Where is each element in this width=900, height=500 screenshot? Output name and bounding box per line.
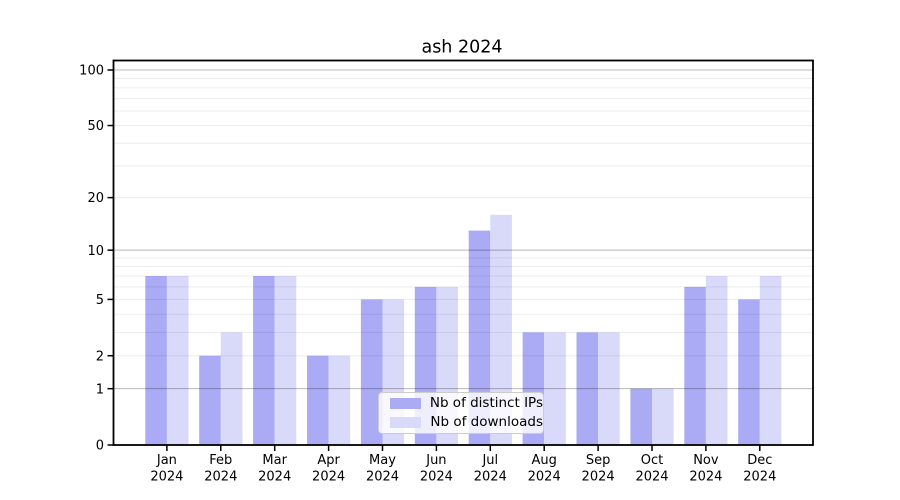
bar-distinct-ips-jul	[468, 230, 491, 445]
legend-swatch-downloads	[390, 417, 422, 428]
plot-border	[112, 59, 814, 446]
x-tick-label-year-nov: 2024	[689, 470, 722, 485]
legend-swatch-distinct-ips	[390, 398, 421, 409]
bar-distinct-ips-mar	[253, 276, 275, 445]
bar-distinct-ips-dec	[738, 299, 760, 445]
x-tick-label-month-mar: Mar	[262, 453, 287, 468]
bar-downloads-dec	[759, 276, 782, 445]
bar-distinct-ips-oct	[630, 388, 652, 445]
legend-item-distinct-ips: Nb of distinct IPs	[390, 395, 543, 411]
bar-distinct-ips-jan	[145, 276, 167, 445]
x-tick-label-year-may: 2024	[366, 470, 399, 485]
bar-distinct-ips-may	[360, 299, 383, 445]
legend-label-distinct-ips: Nb of distinct IPs	[429, 395, 543, 411]
x-tick-label-year-jun: 2024	[420, 470, 453, 485]
y-tick-label-0: 0	[96, 439, 104, 454]
bar-distinct-ips-nov	[684, 286, 706, 445]
x-tick-label-month-aug: Aug	[532, 453, 557, 468]
y-tick-label-50: 50	[87, 119, 104, 134]
x-tick-label-month-feb: Feb	[209, 453, 232, 468]
x-tick-label-month-jan: Jan	[156, 453, 177, 468]
x-tick-label-month-sep: Sep	[586, 453, 611, 468]
bar-distinct-ips-feb	[199, 355, 221, 445]
legend-label-downloads: Nb of downloads	[430, 414, 543, 430]
x-tick-label-year-oct: 2024	[635, 470, 668, 485]
bars-group	[145, 214, 782, 445]
y-tick-label-100: 100	[79, 64, 104, 79]
y-tick-label-5: 5	[96, 293, 104, 308]
x-tick-label-month-jun: Jun	[425, 453, 446, 468]
bar-downloads-aug	[544, 332, 566, 445]
y-tick-label-10: 10	[87, 244, 104, 259]
x-tick-label-month-may: May	[369, 453, 396, 468]
y-tick-label-2: 2	[96, 349, 104, 364]
x-tick-label-month-oct: Oct	[641, 453, 663, 468]
bar-downloads-jan	[166, 276, 189, 445]
x-tick-label-year-sep: 2024	[582, 470, 615, 485]
x-tick-label-year-jan: 2024	[150, 470, 183, 485]
bar-downloads-mar	[274, 276, 297, 445]
gridlines-group	[113, 69, 813, 390]
bar-downloads-jul	[490, 214, 512, 445]
bar-downloads-nov	[705, 276, 728, 445]
y-tick-label-1: 1	[96, 382, 104, 397]
tick-marks-group	[107, 69, 761, 451]
x-tick-label-month-apr: Apr	[317, 453, 340, 468]
y-tick-label-20: 20	[87, 191, 104, 206]
x-tick-labels-group: Jan 2024 Feb 2024 Mar 2024 Apr 2024 May 2024 Jun 20…	[150, 453, 776, 485]
x-tick-label-year-mar: 2024	[258, 470, 291, 485]
chart-title: ash 2024	[421, 38, 502, 58]
x-tick-label-year-aug: 2024	[528, 470, 561, 485]
x-tick-label-month-nov: Nov	[693, 453, 719, 468]
bar-downloads-feb	[220, 332, 243, 445]
x-tick-label-year-jul: 2024	[474, 470, 507, 485]
bar-distinct-ips-apr	[307, 355, 329, 445]
y-tick-labels-group: 0 1 2 5 10 20 50 100	[79, 64, 104, 454]
bar-downloads-sep	[598, 332, 620, 445]
legend-item-downloads: Nb of downloads	[390, 414, 543, 430]
x-tick-label-year-feb: 2024	[204, 470, 237, 485]
bar-distinct-ips-sep	[576, 332, 599, 445]
bar-downloads-apr	[328, 355, 351, 445]
bar-downloads-oct	[652, 388, 674, 445]
x-tick-label-month-dec: Dec	[747, 453, 772, 468]
legend: Nb of distinct IPs Nb of downloads	[378, 392, 544, 434]
x-tick-label-year-apr: 2024	[312, 470, 345, 485]
x-tick-label-year-dec: 2024	[743, 470, 776, 485]
x-tick-label-month-jul: Jul	[481, 453, 498, 468]
